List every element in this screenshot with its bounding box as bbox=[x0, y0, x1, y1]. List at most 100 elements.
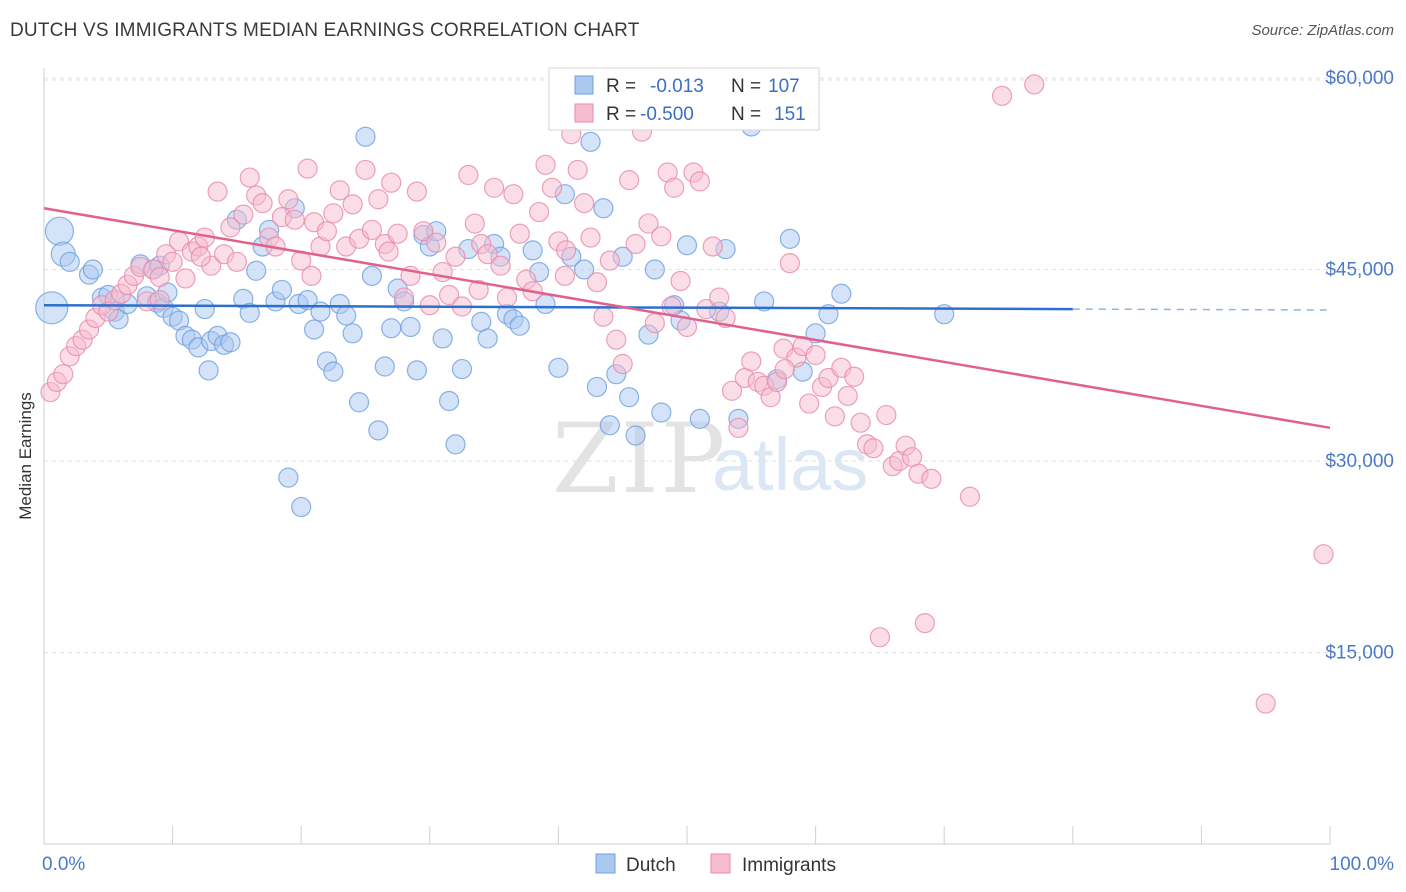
x-tick-label-min: 0.0% bbox=[42, 854, 85, 875]
immigrants-point-141 bbox=[1255, 693, 1276, 714]
immigrants-point-71 bbox=[496, 287, 518, 308]
immigrants-point-90 bbox=[619, 170, 640, 191]
legend-r-value-dutch: -0.013 bbox=[650, 76, 704, 97]
legend-n-value-dutch: 107 bbox=[768, 76, 800, 97]
immigrants-point-102 bbox=[696, 298, 717, 320]
chart-source: Source: ZipAtlas.com bbox=[1251, 22, 1394, 39]
immigrants-point-2 bbox=[53, 364, 74, 385]
x-tick-label-max: 100.0% bbox=[1330, 854, 1395, 875]
dutch-point-56 bbox=[400, 316, 421, 338]
dutch-point-27 bbox=[220, 332, 241, 353]
dutch-point-94 bbox=[689, 408, 710, 429]
immigrants-point-68 bbox=[477, 244, 498, 265]
immigrants-point-89 bbox=[612, 353, 633, 375]
immigrants-point-97 bbox=[664, 177, 685, 198]
immigrants-point-76 bbox=[529, 201, 550, 223]
immigrants-point-77 bbox=[535, 154, 556, 175]
dutch-point-67 bbox=[477, 328, 498, 349]
dutch-point-86 bbox=[619, 387, 640, 408]
immigrants-point-61 bbox=[432, 261, 453, 283]
immigrants-point-69 bbox=[484, 177, 505, 198]
immigrants-point-149 bbox=[301, 265, 322, 286]
dutch-point-44 bbox=[323, 361, 344, 382]
dutch-point-0 bbox=[44, 216, 75, 246]
immigrants-point-124 bbox=[837, 385, 858, 406]
series-legend-label-dutch: Dutch bbox=[626, 855, 676, 876]
immigrants-point-50 bbox=[361, 219, 383, 241]
immigrants-point-38 bbox=[284, 209, 305, 230]
immigrants-point-128 bbox=[863, 438, 884, 459]
dutch-point-2 bbox=[59, 251, 80, 272]
immigrants-point-59 bbox=[419, 295, 440, 316]
immigrants-point-146 bbox=[468, 279, 489, 301]
dutch-trend-extension bbox=[1072, 308, 1331, 311]
legend-n-label-dutch: N = bbox=[731, 76, 761, 97]
dutch-point-106 bbox=[754, 291, 775, 312]
y-axis-label: Median Earnings bbox=[16, 392, 35, 520]
immigrants-point-73 bbox=[509, 223, 530, 244]
dutch-point-52 bbox=[374, 356, 395, 377]
immigrants-point-118 bbox=[799, 393, 820, 414]
immigrants-point-26 bbox=[207, 181, 228, 202]
dutch-point-61 bbox=[432, 328, 453, 349]
immigrants-point-88 bbox=[606, 329, 627, 350]
immigrants-point-115 bbox=[779, 253, 800, 274]
series-legend: Dutch Immigrants bbox=[595, 853, 836, 876]
dutch-point-100 bbox=[779, 228, 800, 249]
legend-n-value-immigrants: 151 bbox=[774, 104, 806, 125]
immigrants-point-85 bbox=[586, 272, 608, 293]
immigrants-point-91 bbox=[625, 233, 646, 255]
immigrants-point-43 bbox=[316, 221, 338, 242]
immigrants-point-17 bbox=[149, 267, 170, 288]
dutch-point-46 bbox=[336, 305, 357, 326]
immigrants-point-122 bbox=[824, 406, 845, 427]
immigrants-point-33 bbox=[252, 193, 273, 214]
immigrants-point-62 bbox=[438, 284, 460, 306]
immigrants-point-72 bbox=[503, 184, 524, 205]
immigrants-point-129 bbox=[869, 627, 891, 648]
dutch-point-53 bbox=[381, 318, 402, 339]
dutch-point-30 bbox=[239, 302, 260, 324]
y-tick-labels: $15,000 $30,000 $45,000 $60,000 bbox=[1325, 68, 1394, 664]
dutch-point-64 bbox=[451, 358, 473, 380]
immigrants-point-28 bbox=[220, 217, 241, 238]
dutch-point-87 bbox=[625, 425, 646, 446]
watermark: ZIP atlas bbox=[552, 403, 868, 515]
immigrants-points bbox=[40, 74, 1334, 714]
legend-swatch-immigrants bbox=[574, 103, 594, 123]
immigrants-point-130 bbox=[876, 404, 897, 426]
dutch-point-72 bbox=[509, 315, 530, 336]
dutch-point-41 bbox=[303, 319, 325, 340]
immigrants-point-98 bbox=[670, 270, 691, 292]
immigrants-point-148 bbox=[556, 240, 577, 261]
immigrants-point-57 bbox=[406, 181, 428, 202]
dutch-point-31 bbox=[246, 260, 267, 281]
immigrants-point-70 bbox=[490, 255, 511, 276]
dutch-point-42 bbox=[310, 301, 331, 322]
immigrants-point-80 bbox=[554, 265, 575, 286]
immigrants-point-139 bbox=[991, 85, 1013, 106]
dutch-point-39 bbox=[291, 496, 312, 518]
dutch-point-large bbox=[35, 291, 69, 325]
dutch-point-4 bbox=[82, 259, 103, 280]
dutch-point-51 bbox=[368, 420, 389, 441]
stats-legend: R = -0.013 N = 107 R = -0.500 N = 151 bbox=[548, 67, 820, 131]
dutch-point-79 bbox=[574, 259, 595, 280]
immigrants-point-137 bbox=[921, 468, 942, 489]
dutch-point-81 bbox=[586, 376, 608, 398]
trend-lines bbox=[43, 206, 1331, 430]
immigrants-point-136 bbox=[914, 613, 936, 634]
immigrants-point-51 bbox=[368, 189, 389, 210]
dutch-point-62 bbox=[438, 390, 460, 412]
immigrants-point-145 bbox=[378, 241, 399, 262]
immigrants-point-101 bbox=[689, 171, 710, 192]
immigrants-point-53 bbox=[381, 172, 402, 193]
immigrants-point-66 bbox=[464, 213, 485, 234]
grid-lines bbox=[44, 77, 1394, 653]
immigrants-point-93 bbox=[638, 213, 659, 234]
immigrants-point-40 bbox=[297, 158, 318, 179]
dutch-point-48 bbox=[348, 392, 370, 413]
immigrants-point-49 bbox=[355, 159, 376, 181]
y-tick-label-3: $60,000 bbox=[1325, 68, 1394, 89]
dutch-point-93 bbox=[676, 235, 698, 256]
